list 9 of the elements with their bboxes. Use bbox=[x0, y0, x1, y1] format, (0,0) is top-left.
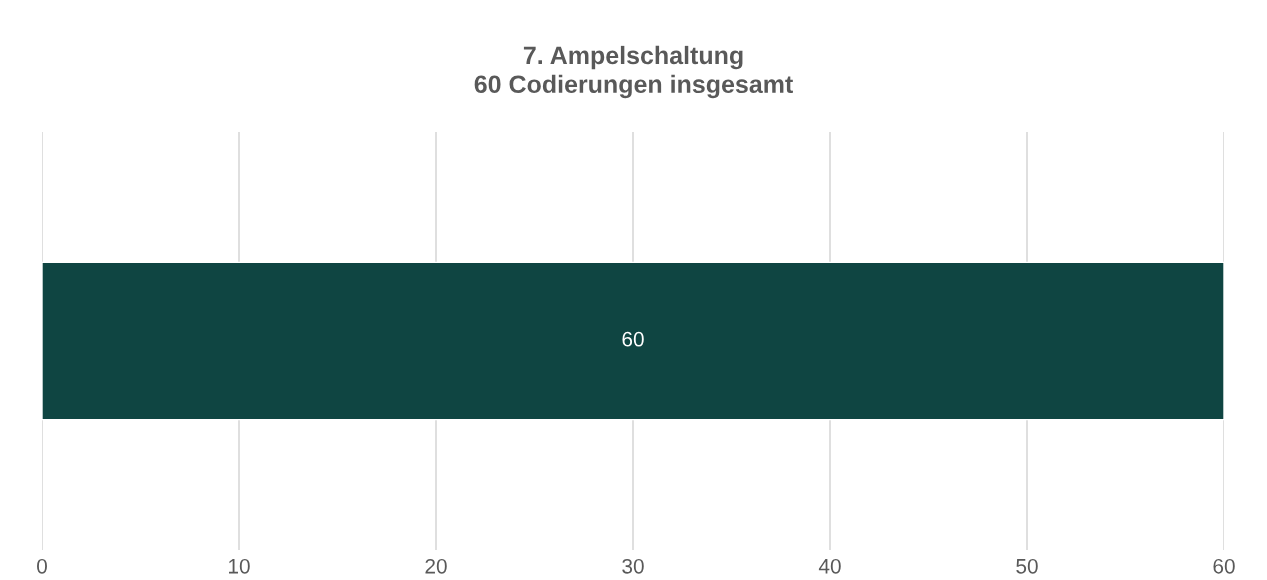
x-tick-label: 40 bbox=[818, 558, 841, 574]
data-label: 60 bbox=[622, 331, 644, 347]
x-tick-label: 30 bbox=[622, 558, 644, 574]
x-tick-label: 10 bbox=[229, 558, 250, 574]
x-tick-label: 0 bbox=[37, 558, 47, 574]
x-tick-label: 50 bbox=[1016, 558, 1038, 574]
x-tick-label: 20 bbox=[425, 558, 447, 574]
x-tick-label: 60 bbox=[1213, 558, 1235, 574]
chart-title: 7. Ampelschaltung 60 Codierungen insgesamt bbox=[474, 45, 793, 99]
